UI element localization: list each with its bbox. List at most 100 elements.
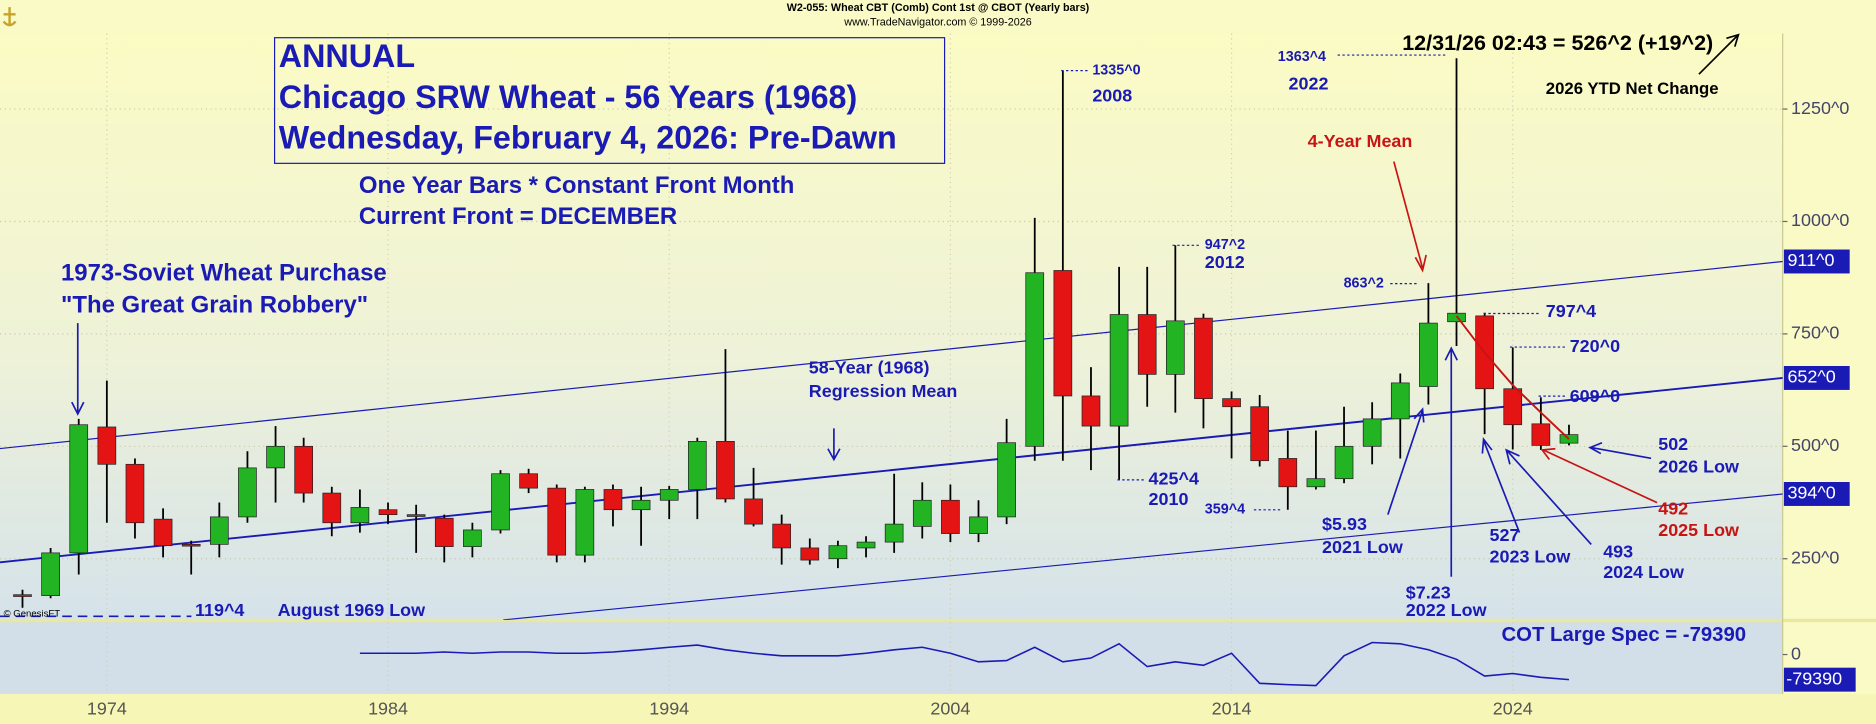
candle-body xyxy=(238,467,257,518)
mean-line xyxy=(1455,315,1570,440)
y-tick-label: 1250^0 xyxy=(1791,98,1849,118)
annotation: COT Large Spec = -79390 xyxy=(1502,624,1747,646)
annotation: 12/31/26 02:43 = 526^2 (+19^2) xyxy=(1402,31,1713,55)
annotation: 1335^0 xyxy=(1092,62,1140,78)
leader-lines xyxy=(1061,54,1565,511)
annotation: 609^0 xyxy=(1570,386,1620,406)
x-axis-strip xyxy=(0,694,1876,724)
candle-body xyxy=(491,473,510,531)
annotation: Wednesday, February 4, 2026: Pre-Dawn xyxy=(279,120,897,156)
annotation: 493 xyxy=(1603,542,1633,562)
x-tick-label: 1994 xyxy=(649,698,689,718)
candle-body xyxy=(1419,322,1438,387)
value-box-label: 394^0 xyxy=(1787,483,1835,503)
annotation: 2022 Low xyxy=(1406,600,1487,620)
candle-body xyxy=(41,552,60,596)
candle-body xyxy=(69,424,89,554)
x-tick-label: 2014 xyxy=(1212,698,1252,718)
arrow xyxy=(827,428,841,462)
candle-body xyxy=(1222,398,1241,408)
arrow xyxy=(1540,447,1658,504)
candle-body xyxy=(519,473,538,489)
candle-body xyxy=(1194,317,1213,400)
candle-body xyxy=(772,523,792,549)
axes: 250^0 500^0 750^0 1000^0 1250^0 1974 1984 1994 2… xyxy=(87,98,1856,718)
candle-body xyxy=(631,499,651,511)
candle-body xyxy=(1503,388,1523,426)
annotation: ANNUAL xyxy=(279,38,415,74)
annotation: 863^2 xyxy=(1344,275,1384,291)
candle-body xyxy=(997,442,1016,518)
candle-body xyxy=(125,463,145,524)
arrow xyxy=(1444,346,1458,577)
x-tick-label: 1984 xyxy=(368,698,408,718)
annotations: ANNUAL Chicago SRW Wheat - 56 Years (1968… xyxy=(4,31,1747,646)
arrow xyxy=(1393,161,1427,273)
x-tick-label: 2024 xyxy=(1493,698,1533,718)
candle-body xyxy=(941,499,960,534)
annotation: August 1969 Low xyxy=(278,600,426,620)
annotation: 2012 xyxy=(1205,252,1245,272)
candle-body xyxy=(800,547,820,561)
candle-body xyxy=(1306,478,1326,488)
annotation: 492 xyxy=(1658,499,1688,519)
regression-line xyxy=(0,377,1783,564)
candle-body xyxy=(434,517,454,547)
cot-plot xyxy=(359,641,1570,687)
annotation: 119^4 xyxy=(195,600,244,620)
annotation: 2025 Low xyxy=(1658,520,1739,540)
candle-body xyxy=(1137,314,1157,375)
annotation: 1363^4 xyxy=(1278,49,1326,65)
y-tick-label: 500^0 xyxy=(1791,435,1839,455)
logo xyxy=(2,7,17,27)
value-box xyxy=(1783,249,1850,274)
candle-body xyxy=(13,594,32,597)
value-box xyxy=(1783,365,1850,390)
annotation: 720^0 xyxy=(1570,336,1620,356)
header: W2-055: Wheat CBT (Comb) Cont 1st @ CBOT… xyxy=(787,2,1090,28)
value-box xyxy=(1783,667,1856,692)
candle-body xyxy=(884,523,904,543)
candle-body xyxy=(97,426,117,465)
chart-title: W2-055: Wheat CBT (Comb) Cont 1st @ CBOT… xyxy=(787,2,1090,14)
regression-line xyxy=(503,493,1783,620)
candle-body xyxy=(744,498,763,525)
candle-body xyxy=(209,516,229,545)
annotation: 2008 xyxy=(1092,86,1132,106)
y-tick-label: 750^0 xyxy=(1791,323,1839,343)
candle-body xyxy=(969,516,988,534)
candle-body xyxy=(463,529,482,547)
annotation: 797^4 xyxy=(1546,301,1596,321)
candle-body xyxy=(350,507,370,524)
candle-body xyxy=(1053,270,1073,397)
annotation: 947^2 xyxy=(1205,237,1245,253)
candle-body xyxy=(912,499,932,527)
annotation: 2022 xyxy=(1289,74,1329,94)
cot-line xyxy=(359,641,1570,687)
arrow xyxy=(1387,407,1425,515)
y-tick-label: 250^0 xyxy=(1791,547,1839,567)
candle-body xyxy=(1109,314,1129,427)
annotation: 2024 Low xyxy=(1603,562,1684,582)
candle-body xyxy=(1334,445,1354,480)
annotation: $7.23 xyxy=(1406,582,1451,602)
annotation: 2010 xyxy=(1149,489,1189,509)
annotation: 58-Year (1968) xyxy=(809,357,930,377)
annotation: 502 xyxy=(1658,434,1688,454)
candle-body xyxy=(406,514,426,517)
candle-body xyxy=(659,489,679,501)
y-tick-label: 1000^0 xyxy=(1791,210,1849,230)
regression-line xyxy=(0,260,1783,450)
value-box-label: 652^0 xyxy=(1787,367,1835,387)
arrows xyxy=(71,323,1652,577)
annotation: One Year Bars * Constant Front Month xyxy=(359,172,794,199)
arrow xyxy=(1505,448,1592,546)
arrow xyxy=(1588,441,1652,460)
x-tick-label: 2004 xyxy=(930,698,970,718)
candle-body xyxy=(1081,395,1101,427)
annotation: Current Front = DECEMBER xyxy=(359,203,677,230)
annotation: 2026 Low xyxy=(1658,457,1739,477)
candle-body xyxy=(716,441,735,500)
